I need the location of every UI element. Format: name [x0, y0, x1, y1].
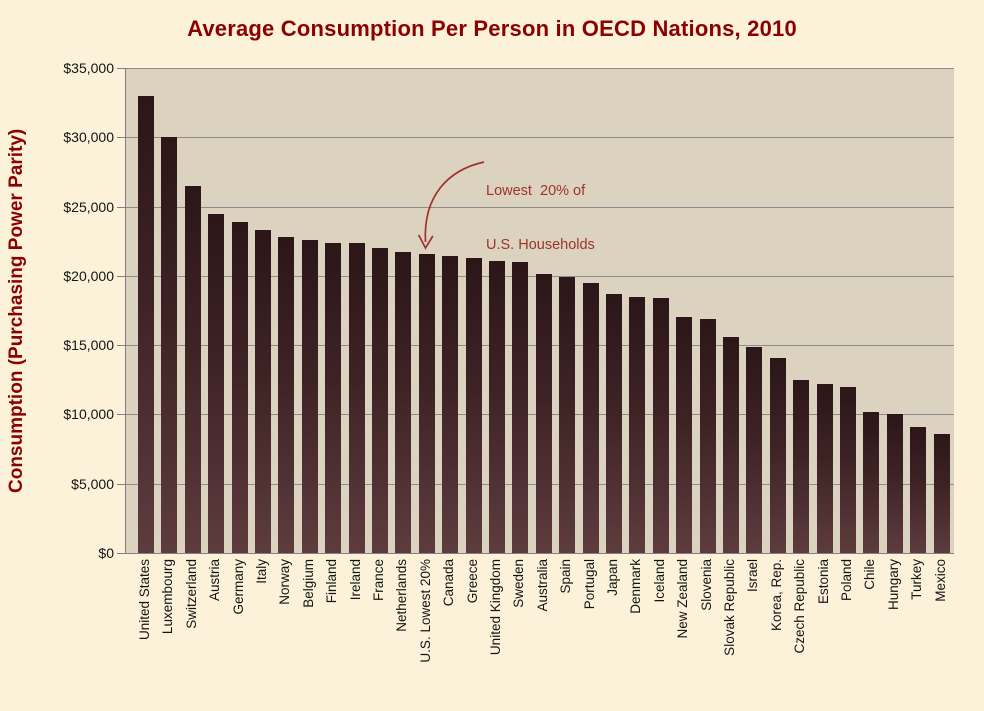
bar: [348, 242, 365, 553]
x-axis-label: United States: [137, 559, 152, 641]
y-tick-mark: [117, 345, 125, 347]
bar: [161, 137, 178, 553]
bar: [372, 248, 388, 553]
x-axis-label: Iceland: [651, 559, 667, 603]
y-tick-label: $35,000: [63, 60, 114, 76]
grid-line: [126, 68, 954, 69]
y-tick-label: $15,000: [63, 337, 114, 354]
x-axis-label: Poland: [839, 559, 854, 602]
bar: [138, 95, 154, 553]
bar: [301, 239, 318, 553]
y-tick-mark: [117, 275, 125, 277]
x-axis-label: Luxembourg: [160, 559, 176, 635]
x-axis-label: Ireland: [347, 559, 363, 601]
bar: [769, 357, 786, 553]
y-tick-label: $25,000: [63, 198, 114, 215]
y-tick-label: $30,000: [63, 129, 114, 146]
x-axis-label: Czech Republic: [792, 559, 808, 654]
bar: [840, 386, 856, 553]
x-axis-label: France: [371, 559, 386, 602]
bar: [442, 256, 459, 553]
x-axis-label: Spain: [558, 559, 574, 594]
x-axis-label: Germany: [230, 559, 246, 615]
annotation-label: Lowest 20% of U.S. Households: [486, 146, 595, 290]
annotation-line-1: Lowest 20% of: [486, 183, 586, 199]
x-axis-label: Slovak Republic: [722, 559, 737, 656]
x-axis-label: United Kingdom: [488, 559, 503, 656]
grid-line: [126, 206, 954, 208]
x-axis-label: Israel: [745, 559, 761, 593]
bar: [489, 260, 505, 553]
x-axis-label: Korea, Rep.: [768, 559, 784, 632]
x-axis-label: Italy: [254, 559, 269, 584]
bar: [816, 383, 833, 553]
x-axis-label: Norway: [277, 559, 293, 605]
bar: [395, 252, 412, 553]
x-axis-label: Australia: [534, 559, 550, 612]
x-axis-label: Austria: [207, 559, 223, 602]
x-axis-label: Mexico: [932, 559, 948, 602]
bar: [606, 293, 622, 553]
x-axis-label: Greece: [464, 559, 480, 604]
bar: [746, 346, 763, 553]
y-tick-mark: [117, 553, 125, 554]
bar: [278, 237, 295, 553]
bar: [676, 317, 693, 553]
bar: [208, 213, 225, 553]
x-axis-label: Portugal: [581, 559, 597, 610]
bar: [793, 379, 810, 553]
x-axis-label: Denmark: [628, 559, 644, 614]
x-axis-label: Slovenia: [698, 559, 714, 611]
bar: [231, 221, 248, 553]
y-axis-title: Consumption (Purchasing Power Parity): [6, 128, 27, 493]
bar: [699, 318, 716, 553]
bar: [863, 411, 880, 553]
x-axis-label: New Zealand: [675, 559, 691, 639]
annotation-line-2: U.S. Households: [486, 237, 595, 253]
x-axis-label: Canada: [441, 559, 457, 607]
x-axis-label: Chile: [862, 559, 878, 590]
bar: [910, 426, 927, 553]
bar: [465, 257, 482, 553]
bar: [629, 296, 646, 553]
bar: [933, 433, 950, 553]
bar: [582, 282, 599, 553]
x-axis-label: Sweden: [511, 559, 527, 608]
y-tick-label: $0: [98, 545, 114, 561]
plot-area: [125, 68, 954, 554]
bar: [535, 274, 552, 553]
chart-title: Average Consumption Per Person in OECD N…: [187, 16, 797, 41]
bar: [886, 414, 903, 553]
bar: [559, 277, 576, 553]
bar: [723, 336, 739, 553]
x-axis-label: Turkey: [909, 559, 925, 600]
bar: [418, 253, 435, 553]
x-axis-label: Estonia: [815, 559, 831, 605]
bar: [184, 185, 201, 553]
y-tick-label: $10,000: [63, 406, 114, 423]
y-tick-mark: [117, 137, 125, 139]
y-tick-mark: [117, 206, 125, 208]
y-tick-mark: [117, 483, 125, 485]
bar: [512, 262, 529, 553]
y-tick-label: $20,000: [63, 267, 114, 284]
bar: [652, 298, 669, 553]
x-axis-label: Hungary: [885, 559, 901, 611]
y-tick-mark: [117, 414, 125, 416]
x-axis-label: Finland: [324, 559, 340, 604]
y-tick-label: $5,000: [71, 475, 114, 492]
bar: [325, 242, 342, 553]
x-axis-label: Japan: [605, 559, 620, 596]
x-axis-label: Belgium: [300, 559, 316, 608]
x-axis-label: Netherlands: [394, 559, 410, 632]
x-axis-label: Switzerland: [183, 559, 199, 629]
grid-line: [126, 137, 954, 139]
x-axis-label: U.S. Lowest 20%: [417, 559, 433, 663]
bar: [255, 230, 271, 553]
y-tick-mark: [117, 68, 125, 69]
